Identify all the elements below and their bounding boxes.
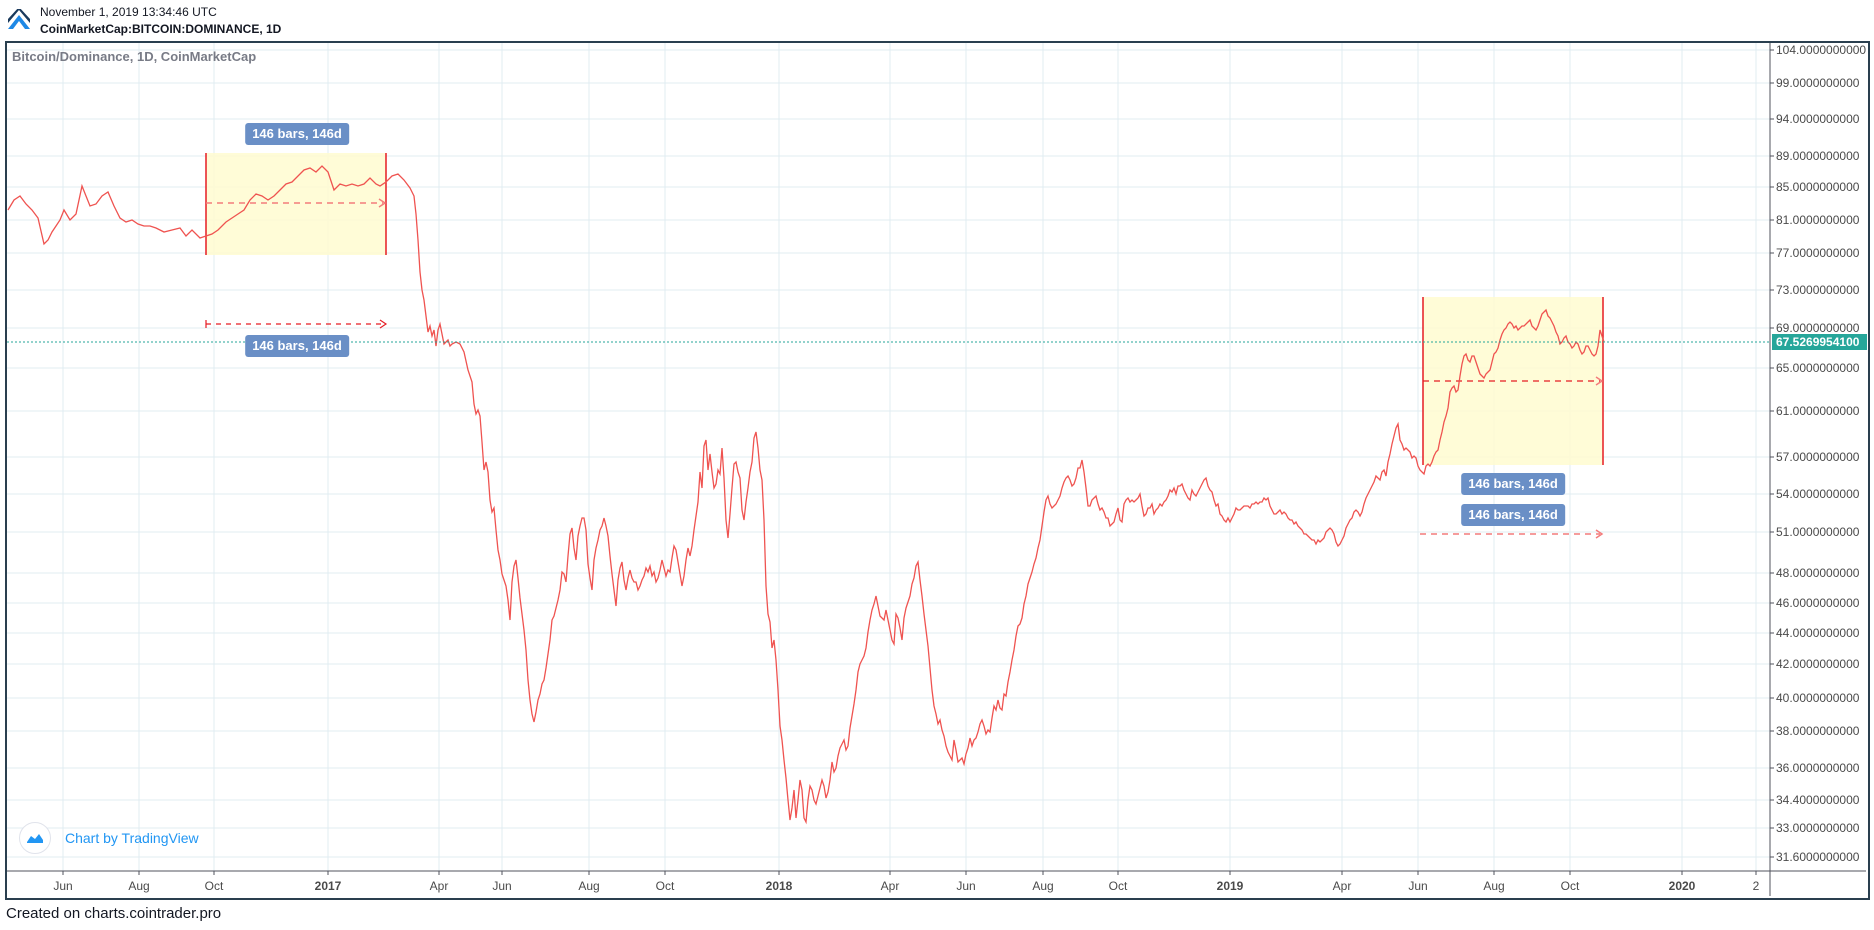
tradingview-attribution[interactable]: Chart by TradingView: [19, 822, 199, 854]
price-label: 81.0000000000: [1776, 213, 1860, 227]
time-label: Aug: [578, 879, 600, 893]
price-label: 31.6000000000: [1776, 850, 1860, 864]
tradingview-cloud-icon: [19, 822, 51, 854]
price-axis-ticks: [1770, 49, 1774, 858]
time-label: Jun: [53, 879, 73, 893]
date-range-label[interactable]: 146 bars, 146d: [245, 335, 349, 357]
time-axis-ticks: [62, 871, 1757, 875]
time-label: Jun: [492, 879, 512, 893]
price-label: 85.0000000000: [1776, 180, 1860, 194]
tradingview-logo-icon: [8, 9, 30, 29]
date-range-label[interactable]: 146 bars, 146d: [245, 123, 349, 145]
price-label: 61.0000000000: [1776, 404, 1860, 418]
price-label: 99.0000000000: [1776, 76, 1860, 90]
price-label: 77.0000000000: [1776, 246, 1860, 260]
time-label: Oct: [1108, 879, 1128, 893]
time-label: 2: [1752, 879, 1760, 893]
date-range-line-2019[interactable]: [1420, 529, 1604, 539]
time-label: Oct: [204, 879, 224, 893]
time-label: Oct: [655, 879, 675, 893]
price-label: 54.0000000000: [1776, 487, 1860, 501]
price-label: 42.0000000000: [1776, 657, 1860, 671]
price-label: 38.0000000000: [1776, 724, 1860, 738]
time-label: Jun: [1408, 879, 1428, 893]
price-label: 44.0000000000: [1776, 626, 1860, 640]
price-label: 48.0000000000: [1776, 566, 1860, 580]
footer-credit: Created on charts.cointrader.pro: [6, 905, 222, 922]
date-range-label[interactable]: 146 bars, 146d: [1461, 473, 1565, 495]
time-label: Apr: [429, 879, 449, 893]
time-label: Aug: [128, 879, 150, 893]
price-label: 36.0000000000: [1776, 761, 1860, 775]
price-label: 104.0000000000: [1776, 43, 1867, 57]
time-label-year: 2020: [1668, 879, 1696, 893]
price-label: 89.0000000000: [1776, 149, 1860, 163]
price-label: 94.0000000000: [1776, 112, 1860, 126]
time-label: Apr: [1332, 879, 1352, 893]
tradingview-link[interactable]: Chart by TradingView: [65, 830, 199, 846]
date-range-box-2019[interactable]: [1422, 297, 1604, 465]
price-label: 46.0000000000: [1776, 596, 1860, 610]
price-label: 33.0000000000: [1776, 821, 1860, 835]
price-label: 57.0000000000: [1776, 450, 1860, 464]
current-price-tag: 67.5269954100: [1772, 334, 1868, 350]
time-label-year: 2019: [1216, 879, 1244, 893]
date-range-line-2016[interactable]: [205, 319, 388, 329]
price-label: 65.0000000000: [1776, 361, 1860, 375]
time-label: Jun: [956, 879, 976, 893]
date-range-label[interactable]: 146 bars, 146d: [1461, 504, 1565, 526]
price-label: 69.0000000000: [1776, 321, 1860, 335]
time-label-year: 2018: [765, 879, 793, 893]
price-label: 40.0000000000: [1776, 691, 1860, 705]
time-label: Aug: [1032, 879, 1054, 893]
vertical-grid: [62, 43, 1757, 871]
chart-frame: [5, 41, 1870, 900]
price-label: 73.0000000000: [1776, 283, 1860, 297]
series-legend-title: Bitcoin/Dominance, 1D, CoinMarketCap: [12, 49, 257, 64]
time-label: Aug: [1483, 879, 1505, 893]
price-series[interactable]: [7, 165, 1605, 825]
snapshot-timestamp: November 1, 2019 13:34:46 UTC: [40, 5, 217, 19]
time-label: Oct: [1560, 879, 1580, 893]
symbol-title: CoinMarketCap:BITCOIN:DOMINANCE, 1D: [40, 22, 282, 36]
price-label: 51.0000000000: [1776, 525, 1860, 539]
date-range-box-2016[interactable]: [205, 153, 387, 255]
price-label: 34.4000000000: [1776, 793, 1860, 807]
time-label-year: 2017: [314, 879, 342, 893]
time-label: Apr: [880, 879, 900, 893]
